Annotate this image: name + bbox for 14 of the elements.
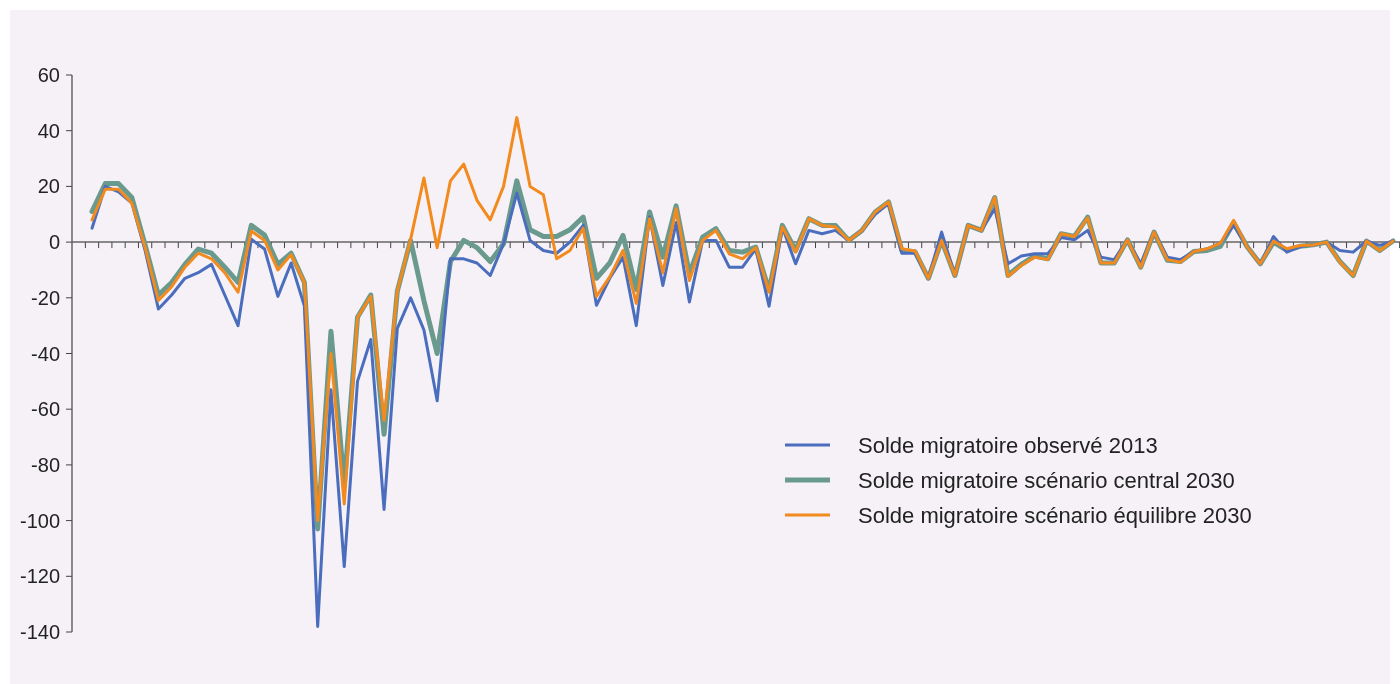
y-tick-label: 60	[37, 64, 60, 86]
y-tick-label: -120	[19, 565, 60, 588]
legend-label: Solde migratoire observé 2013	[858, 432, 1158, 458]
y-tick-label: 20	[37, 175, 60, 198]
y-tick-label: 40	[37, 119, 60, 142]
y-tick-label: -20	[31, 286, 60, 309]
y-tick-label: -100	[19, 509, 60, 532]
y-tick-label: -40	[31, 342, 60, 365]
legend-label: Solde migratoire scénario équilibre 2030	[858, 502, 1252, 528]
y-tick-label: -80	[31, 453, 60, 476]
y-tick-label: 0	[48, 231, 60, 254]
y-tick-label: -140	[19, 621, 60, 643]
y-tick-label: -60	[31, 398, 60, 421]
legend-label: Solde migratoire scénario central 2030	[858, 467, 1235, 493]
